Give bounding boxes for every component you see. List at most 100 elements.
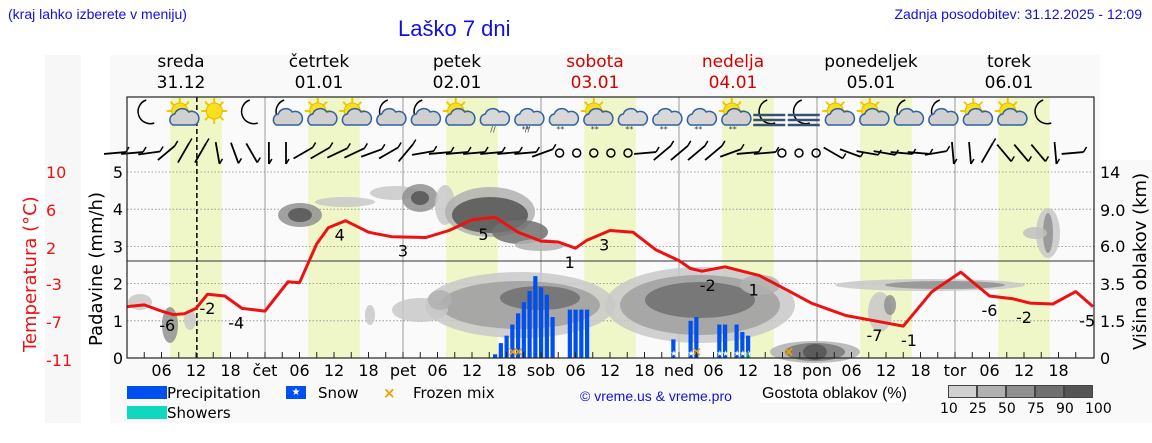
sun-cloud-snow-icon: ** (718, 98, 752, 134)
svg-text:12: 12 (186, 361, 206, 380)
svg-text:18: 18 (496, 361, 516, 380)
svg-text:12: 12 (462, 361, 482, 380)
credit-link[interactable]: © vreme.us & vreme.pro (580, 388, 732, 404)
svg-text:18: 18 (772, 361, 792, 380)
svg-text:18: 18 (220, 361, 240, 380)
location-hint[interactable]: (kraj lahko izberete v meniju) (8, 6, 187, 22)
svg-text:Višina oblakov (km): Višina oblakov (km) (1130, 173, 1151, 350)
svg-text:×: × (783, 345, 794, 360)
svg-text:06: 06 (703, 361, 723, 380)
legend-frozen-mix-label: Frozen mix (413, 384, 495, 402)
svg-text:10: 10 (46, 163, 66, 182)
svg-text:pet: pet (390, 361, 416, 380)
svg-text:0: 0 (113, 349, 123, 368)
svg-text:2: 2 (113, 275, 123, 294)
svg-text:-2: -2 (700, 276, 716, 295)
sun-cloud-snow-icon: ** (580, 98, 614, 134)
right-axis-panel (1100, 160, 1152, 423)
density-swatch (977, 385, 1006, 398)
left-axis-panel (45, 55, 81, 423)
svg-text:12: 12 (738, 361, 758, 380)
last-updated: Zadnja posodobitev: 31.12.2025 - 12:09 (894, 6, 1142, 22)
svg-text:★: ★ (688, 349, 695, 358)
density-tick: 75 (1027, 401, 1045, 417)
svg-text:4: 4 (113, 200, 123, 219)
axes: 06 12 18 čet 06 12 18 pet 06 12 18 sob 06 12 18 ned 06 12… (20, 96, 1151, 380)
svg-text:★: ★ (670, 349, 677, 358)
svg-text:čet: čet (253, 361, 278, 380)
frozen-mix-icon: × (383, 384, 396, 402)
density-tick: 50 (998, 401, 1016, 417)
day-name: petek (432, 52, 482, 72)
day-date: 05.01 (846, 73, 896, 93)
moon-cloud-icon (928, 99, 959, 126)
legend-snow-label: Snow (318, 384, 359, 402)
svg-text:1.5: 1.5 (1100, 312, 1125, 331)
svg-text:**: ** (522, 125, 530, 134)
wind-barb-row (103, 138, 1088, 165)
day-date: 02.01 (432, 73, 482, 93)
sun-cloud-icon (960, 98, 994, 126)
sun-cloud-icon (856, 98, 890, 126)
svg-text:5: 5 (478, 225, 488, 244)
day-date: 04.01 (708, 73, 758, 93)
svg-text:★: ★ (745, 349, 752, 358)
daylight-bands (127, 97, 1094, 358)
svg-text:18: 18 (910, 361, 930, 380)
svg-text:-5: -5 (1079, 312, 1095, 331)
snow-icon: ★ (286, 386, 306, 399)
svg-text:-7: -7 (46, 313, 62, 332)
svg-text:3: 3 (398, 242, 408, 261)
moon-fog-icon (787, 99, 820, 127)
sun-cloud-icon (822, 98, 856, 126)
svg-text:pon: pon (802, 361, 832, 380)
svg-text:12: 12 (600, 361, 620, 380)
moon-cloud-icon (376, 99, 407, 126)
cloud-snow-icon: ** (617, 108, 649, 134)
svg-text:1: 1 (565, 253, 575, 272)
svg-text:3: 3 (599, 235, 609, 254)
legend-showers-swatch (127, 406, 167, 419)
svg-text:-1: -1 (901, 331, 917, 350)
svg-text:12: 12 (1014, 361, 1034, 380)
weather-icon-row: //**//** ** ** ** ** ** (127, 96, 1094, 134)
svg-text:×: × (513, 345, 524, 360)
moon-icon (137, 99, 155, 125)
day-name: ponedeljek (824, 52, 918, 72)
density-swatch (1035, 385, 1064, 398)
svg-text:18: 18 (634, 361, 654, 380)
svg-text:18: 18 (358, 361, 378, 380)
svg-text:-3: -3 (46, 275, 62, 294)
svg-text:-2: -2 (1016, 308, 1032, 327)
svg-text:06: 06 (151, 361, 171, 380)
svg-text:6.0: 6.0 (1100, 237, 1125, 256)
svg-text:Padavine (mm/h): Padavine (mm/h) (86, 192, 107, 346)
svg-text:★: ★ (734, 349, 741, 358)
svg-text:06: 06 (427, 361, 447, 380)
svg-text:Temperatura (°C): Temperatura (°C) (20, 196, 41, 353)
svg-text:06: 06 (289, 361, 309, 380)
density-tick: 10 (940, 401, 958, 417)
svg-text:★: ★ (739, 349, 746, 358)
cloud-density-heatmap (128, 184, 1060, 363)
density-swatch (948, 385, 977, 398)
svg-text:×: × (507, 345, 518, 360)
density-swatch (1006, 385, 1035, 398)
svg-text:sob: sob (527, 361, 555, 380)
svg-text:★: ★ (722, 349, 729, 358)
density-swatch (1064, 385, 1093, 398)
cloud-snow-icon: ** (548, 108, 580, 134)
svg-text:3.5: 3.5 (1100, 275, 1125, 294)
svg-text:3: 3 (113, 237, 123, 256)
cloud-snow-icon: ** (686, 108, 718, 134)
svg-text:-2: -2 (200, 299, 216, 318)
cloud-snow-icon: ** (652, 108, 683, 134)
sun-cloud-icon (166, 98, 200, 126)
svg-text:-11: -11 (46, 351, 72, 370)
svg-text:14: 14 (1100, 163, 1120, 182)
sun-cloud-icon (994, 98, 1028, 126)
day-name: sobota (566, 52, 624, 72)
day-date: 03.01 (570, 73, 620, 93)
svg-text:**: ** (660, 125, 668, 134)
